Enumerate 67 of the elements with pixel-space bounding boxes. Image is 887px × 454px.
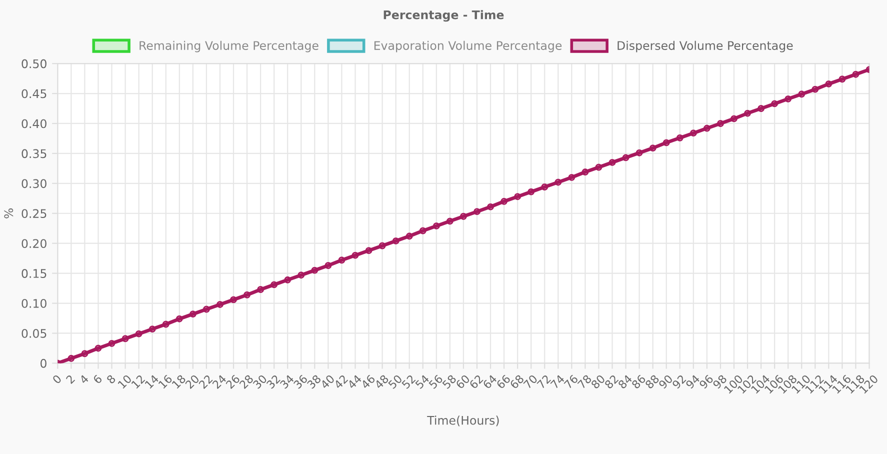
- y-tick-label: 0.40: [22, 119, 46, 128]
- x-tick-label: 38: [306, 374, 322, 390]
- x-tick-label: 66: [496, 374, 511, 390]
- x-tick-label: 54: [414, 374, 430, 390]
- x-tick-label: 90: [658, 374, 674, 390]
- x-tick-label: 74: [550, 374, 565, 389]
- x-tick-label: 70: [523, 374, 538, 390]
- x-tick-label: 36: [293, 374, 308, 390]
- y-tick-label: 0.05: [22, 328, 46, 338]
- x-tick-label: 64: [482, 374, 498, 390]
- y-tick-label: 0.50: [22, 59, 46, 68]
- legend-label: Evaporation Volume Percentage: [374, 40, 562, 52]
- y-tick-label: 0.15: [22, 269, 46, 278]
- x-tick-label: 40: [320, 374, 335, 390]
- x-tick-label: 52: [401, 374, 416, 390]
- y-tick-label: 0.10: [22, 298, 46, 308]
- x-tick-label: 72: [536, 374, 551, 389]
- x-tick-label: 30: [252, 374, 268, 390]
- legend-label: Remaining Volume Percentage: [140, 40, 318, 52]
- x-tick-label: 80: [590, 374, 606, 390]
- x-tick-label: 2: [66, 374, 76, 384]
- x-tick-label: 42: [333, 374, 348, 390]
- chart-title: Percentage - Time: [384, 10, 504, 22]
- x-tick-label: 34: [280, 374, 294, 390]
- x-tick-label: 26: [225, 374, 240, 390]
- x-tick-label: 18: [172, 374, 186, 389]
- y-tick-label: 0.45: [22, 89, 46, 98]
- x-tick-label: 96: [698, 374, 714, 390]
- x-tick-label: 6: [92, 374, 103, 384]
- x-tick-label: 60: [455, 374, 470, 390]
- x-axis-title: Time(Hours): [427, 416, 499, 426]
- legend-label: Dispersed Volume Percentage: [618, 40, 793, 52]
- x-tick-label: 82: [604, 374, 619, 390]
- x-tick-label: 10: [117, 374, 132, 389]
- x-tick-label: 44: [347, 374, 362, 390]
- x-tick-label: 84: [618, 374, 633, 390]
- x-tick-label: 58: [442, 374, 457, 390]
- x-tick-label: 32: [266, 374, 281, 390]
- x-tick-label: 14: [144, 374, 160, 389]
- x-tick-label: 94: [685, 374, 700, 390]
- x-tick-label: 0: [52, 374, 62, 384]
- x-tick-label: 22: [198, 374, 213, 390]
- x-tick-label: 28: [238, 374, 254, 390]
- y-tick-label: 0: [40, 358, 46, 368]
- x-tick-label: 24: [212, 374, 227, 390]
- x-tick-label: 92: [672, 374, 686, 390]
- x-tick-label: 68: [509, 374, 524, 390]
- y-axis-title: %: [4, 208, 14, 218]
- x-tick-label: 98: [712, 374, 728, 390]
- y-tick-label: 0.25: [22, 209, 46, 218]
- y-tick-label: 0.20: [22, 239, 46, 248]
- x-tick-label: 76: [564, 374, 578, 390]
- x-tick-label: 12: [131, 374, 146, 389]
- x-tick-label: 4: [79, 374, 89, 384]
- y-tick-label: 0.35: [22, 149, 46, 158]
- x-tick-label: 62: [468, 374, 484, 390]
- x-tick-label: 16: [158, 374, 173, 389]
- x-tick-label: 50: [388, 374, 403, 390]
- x-tick-label: 86: [631, 374, 646, 390]
- x-tick-label: 88: [644, 374, 660, 390]
- x-tick-label: 78: [577, 374, 592, 390]
- x-tick-label: 48: [374, 374, 390, 390]
- x-tick-label: 8: [106, 374, 116, 384]
- x-tick-label: 46: [360, 374, 376, 390]
- x-tick-label: 20: [184, 374, 200, 390]
- y-tick-label: 0.30: [22, 179, 46, 188]
- x-tick-label: 56: [428, 374, 444, 390]
